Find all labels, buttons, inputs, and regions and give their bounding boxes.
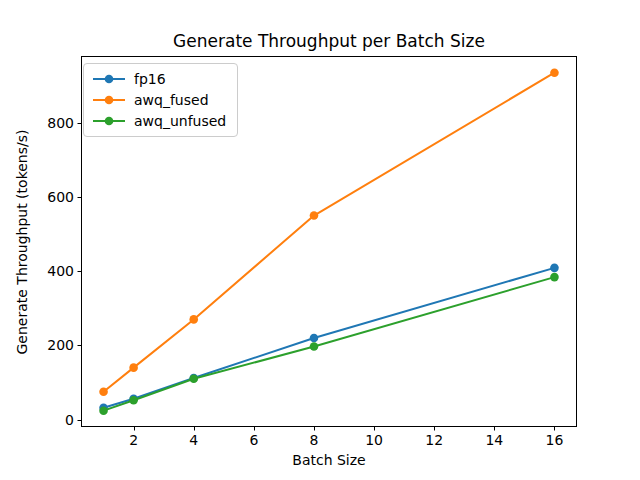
y-tick-label: 600	[47, 189, 74, 205]
legend-line-sample-icon	[91, 72, 127, 86]
series-marker-fp16	[550, 264, 559, 273]
series-line-awq_unfused	[104, 277, 555, 411]
series-marker-awq_unfused	[550, 273, 559, 282]
x-tick-label: 4	[189, 432, 198, 448]
legend: fp16 awq_fused awq_unfused	[83, 63, 238, 137]
y-axis-label: Generate Throughput (tokens/s)	[14, 130, 31, 355]
x-tick-label: 10	[365, 432, 383, 448]
series-marker-awq_fused	[99, 387, 108, 396]
legend-label: awq_unfused	[134, 112, 226, 130]
series-marker-awq_unfused	[189, 374, 198, 383]
series-marker-awq_unfused	[129, 396, 138, 405]
series-marker-awq_fused	[310, 211, 319, 220]
legend-entry-awq-unfused: awq_unfused	[91, 111, 226, 131]
y-tick-label: 800	[47, 115, 74, 131]
legend-line-sample-icon	[91, 93, 127, 107]
y-tick-label: 0	[65, 412, 74, 428]
x-tick-label: 16	[546, 432, 564, 448]
y-tick-label: 200	[47, 337, 74, 353]
x-tick-label: 8	[310, 432, 319, 448]
series-marker-awq_fused	[189, 315, 198, 324]
legend-label: fp16	[134, 70, 166, 88]
series-marker-awq_unfused	[99, 406, 108, 415]
x-tick-label: 6	[249, 432, 258, 448]
series-marker-awq_fused	[129, 363, 138, 372]
series-marker-awq_unfused	[310, 342, 319, 351]
figure: 2 4 6 8 10 12 14 16 0 200 400 600 800 Generate Throu…	[0, 0, 640, 480]
legend-entry-fp16: fp16	[91, 69, 226, 89]
x-tick-label: 2	[129, 432, 138, 448]
x-axis-label: Batch Size	[81, 452, 577, 469]
legend-line-sample-icon	[91, 114, 127, 128]
x-tick-label: 14	[485, 432, 503, 448]
chart-title: Generate Throughput per Batch Size	[81, 31, 577, 51]
x-tick-label: 12	[425, 432, 443, 448]
series-marker-awq_fused	[550, 68, 559, 77]
series-marker-fp16	[310, 334, 319, 343]
legend-label: awq_fused	[134, 91, 209, 109]
y-tick-label: 400	[47, 263, 74, 279]
legend-entry-awq-fused: awq_fused	[91, 90, 226, 110]
